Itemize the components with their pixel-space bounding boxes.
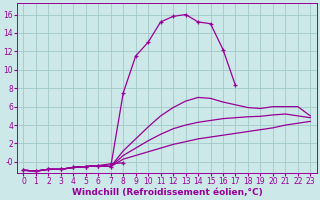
X-axis label: Windchill (Refroidissement éolien,°C): Windchill (Refroidissement éolien,°C) [72,188,262,197]
